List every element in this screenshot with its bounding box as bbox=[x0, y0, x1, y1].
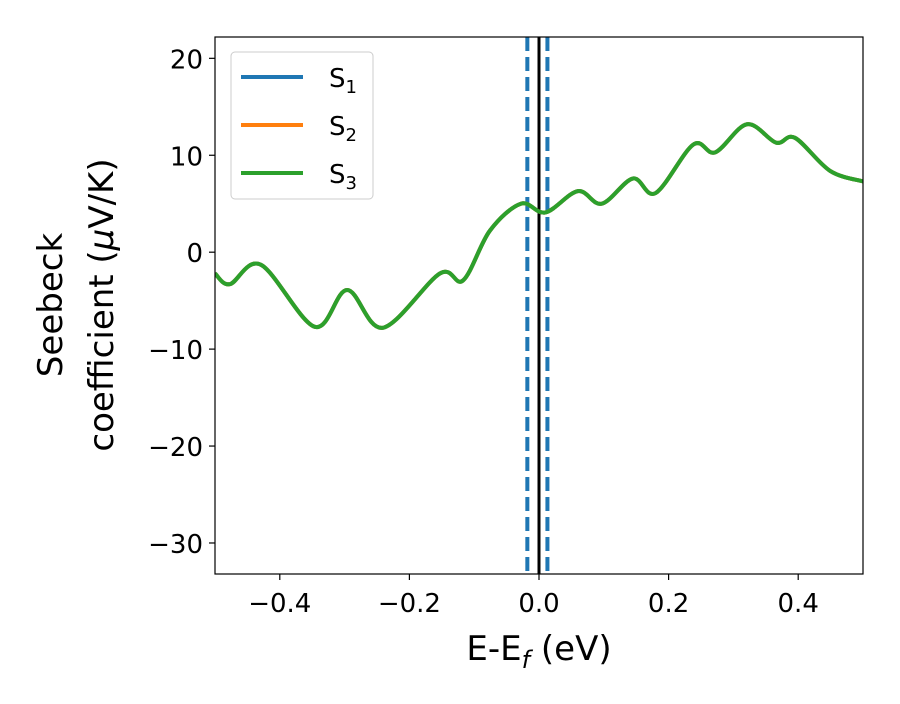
legend-label: S1 bbox=[329, 64, 357, 98]
x-axis: −0.4 −0.2 0.0 0.2 0.4 bbox=[248, 574, 819, 619]
y-tick-label: −30 bbox=[148, 530, 203, 560]
y-label-line1: Seebeck bbox=[31, 233, 71, 378]
legend-label: S2 bbox=[329, 112, 357, 146]
x-tick-label: 0.4 bbox=[778, 589, 819, 619]
x-tick-label: −0.4 bbox=[248, 589, 311, 619]
y-tick-label: −10 bbox=[148, 336, 203, 366]
reference-lines bbox=[525, 37, 550, 574]
y-tick-label: 10 bbox=[170, 142, 203, 172]
y-axis: 20 10 0 −10 −20 −30 bbox=[148, 45, 215, 560]
x-tick-label: −0.2 bbox=[378, 589, 441, 619]
legend: S1 S2 S3 bbox=[230, 51, 374, 200]
y-tick-label: 0 bbox=[186, 239, 203, 269]
series-line-S3 bbox=[215, 122, 863, 330]
y-tick-label: −20 bbox=[148, 433, 203, 463]
x-tick-label: 0.0 bbox=[518, 589, 559, 619]
series-lines bbox=[215, 122, 863, 330]
y-label-line2: coefficient (μV/K) bbox=[82, 158, 122, 451]
y-tick-label: 20 bbox=[170, 45, 203, 75]
x-tick-label: 0.2 bbox=[648, 589, 689, 619]
y-axis-label: Seebeck coefficient (μV/K) bbox=[31, 158, 122, 451]
legend-label: S3 bbox=[329, 160, 357, 194]
x-axis-label: E-Ef (eV) bbox=[466, 629, 611, 674]
